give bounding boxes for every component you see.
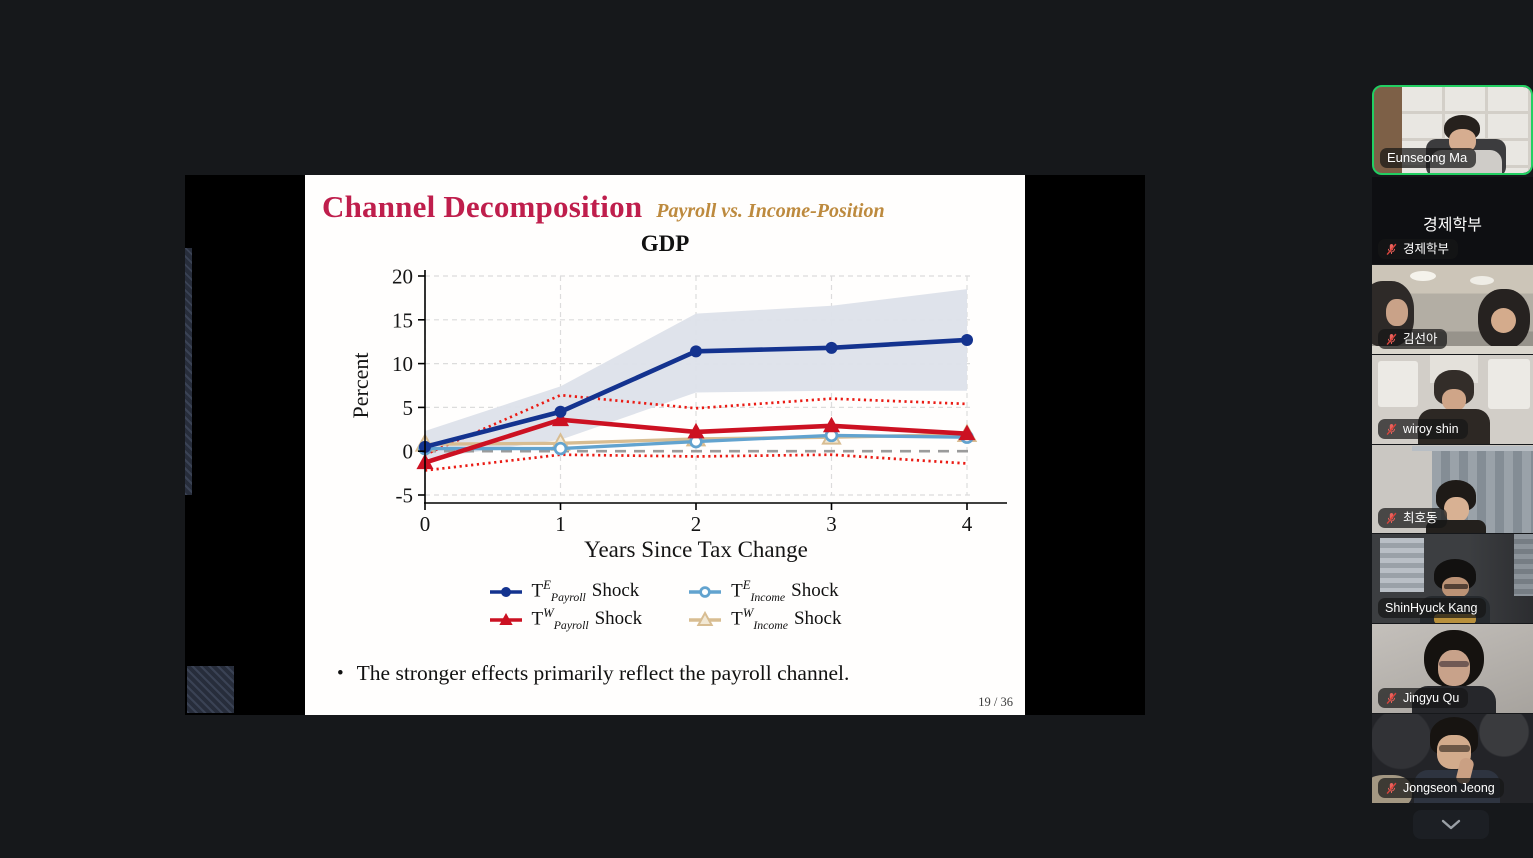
- hatched-strip: [185, 248, 192, 495]
- legend-label: TEIncome Shock: [731, 578, 839, 605]
- chart-title: GDP: [640, 231, 690, 256]
- participant-tile[interactable]: 김선아: [1372, 265, 1533, 354]
- slide-bullet: • The stronger effects primarily reflect…: [337, 661, 1007, 686]
- participant-tile[interactable]: Eunseong Ma: [1372, 85, 1533, 175]
- gdp-chart: -5 0 5 10 15 20 0 1 2 3 4 Percent Years Since Tax Ch…: [305, 265, 1025, 565]
- participant-name: 경제학부: [1403, 242, 1450, 256]
- svg-text:1: 1: [555, 512, 566, 536]
- participant-tile[interactable]: wiroy shin: [1372, 355, 1533, 444]
- participant-name-tag: 최호동: [1378, 508, 1447, 528]
- participant-name-tag: Jongseon Jeong: [1378, 778, 1504, 798]
- participant-name: 김선아: [1403, 332, 1438, 346]
- participant-name: Eunseong Ma: [1387, 150, 1468, 165]
- legend-item-te-payroll: TEPayroll Shock: [489, 578, 643, 605]
- participant-name-tag: Jingyu Qu: [1378, 688, 1469, 708]
- participant-name-tag: wiroy shin: [1378, 419, 1468, 439]
- svg-text:2: 2: [691, 512, 702, 536]
- svg-text:20: 20: [392, 265, 413, 289]
- legend-item-te-income: TEIncome Shock: [688, 578, 841, 605]
- legend-marker-te-income: [688, 583, 722, 601]
- svg-text:5: 5: [403, 396, 414, 420]
- slide-title: Channel Decomposition: [322, 189, 643, 224]
- participant-name: wiroy shin: [1403, 422, 1459, 436]
- legend-label: TWIncome Shock: [731, 606, 842, 633]
- svg-text:15: 15: [392, 308, 413, 332]
- collapse-gallery-button[interactable]: [1413, 810, 1489, 839]
- legend-marker-tw-income: [688, 610, 722, 629]
- participant-name: Jingyu Qu: [1403, 691, 1460, 705]
- chevron-down-icon: [1440, 819, 1462, 831]
- legend-marker-tw-payroll: [489, 611, 523, 629]
- legend-item-tw-payroll: TWPayroll Shock: [489, 606, 643, 633]
- mic-muted-icon: [1385, 423, 1398, 436]
- svg-text:-5: -5: [396, 484, 414, 508]
- mic-muted-icon: [1385, 333, 1398, 346]
- hatched-square: [187, 666, 234, 713]
- participant-name-tag: Eunseong Ma: [1380, 148, 1477, 168]
- participant-name: Jongseon Jeong: [1403, 781, 1495, 795]
- participant-name: 최호동: [1403, 511, 1438, 525]
- mic-muted-icon: [1385, 782, 1398, 795]
- participant-name-tag: 김선아: [1378, 329, 1447, 349]
- svg-text:Years Since Tax Change: Years Since Tax Change: [584, 537, 808, 562]
- participant-display-name: 경제학부: [1423, 217, 1482, 234]
- legend-item-tw-income: TWIncome Shock: [688, 606, 841, 633]
- participant-tile[interactable]: Jingyu Qu: [1372, 624, 1533, 713]
- svg-text:3: 3: [826, 512, 837, 536]
- slide-header: Channel Decomposition Payroll vs. Income…: [322, 189, 885, 225]
- participant-tile[interactable]: Jongseon Jeong: [1372, 714, 1533, 803]
- legend-label: TWPayroll Shock: [531, 606, 643, 633]
- svg-text:0: 0: [403, 440, 414, 464]
- participant-tile[interactable]: 최호동: [1372, 445, 1533, 533]
- participant-name: ShinHyuck Kang: [1385, 601, 1478, 615]
- mic-muted-icon: [1385, 512, 1398, 525]
- legend-marker-te-payroll: [489, 583, 523, 601]
- slide-subtitle: Payroll vs. Income-Position: [656, 200, 885, 222]
- participant-tile[interactable]: ShinHyuck Kang: [1372, 534, 1533, 623]
- svg-text:Percent: Percent: [348, 353, 373, 419]
- legend-label: TEPayroll Shock: [531, 578, 640, 605]
- bullet-dot: •: [337, 663, 344, 684]
- chart-legend: TEPayroll Shock TEIncome Shock TWPayroll Sh…: [305, 578, 1025, 633]
- participant-name-tag: 경제학부: [1378, 239, 1459, 259]
- bullet-text: The stronger effects primarily reflect t…: [356, 661, 850, 685]
- mic-muted-icon: [1385, 692, 1398, 705]
- slide-page-number: 19 / 36: [978, 695, 1013, 709]
- presentation-slide: Channel Decomposition Payroll vs. Income…: [305, 175, 1025, 715]
- svg-text:4: 4: [962, 512, 973, 536]
- svg-text:0: 0: [420, 512, 431, 536]
- svg-text:10: 10: [392, 352, 413, 376]
- participant-name-tag: ShinHyuck Kang: [1378, 598, 1487, 618]
- participant-tile[interactable]: 경제학부 경제학부: [1372, 177, 1533, 264]
- shared-screen-region: Channel Decomposition Payroll vs. Income…: [185, 175, 1145, 715]
- mic-muted-icon: [1385, 243, 1398, 256]
